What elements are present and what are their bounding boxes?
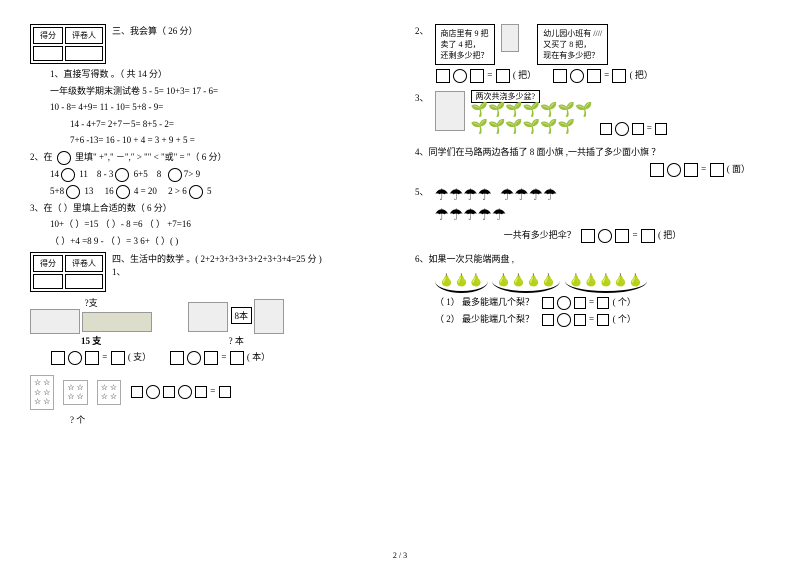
section3-title: 三、我会算（ 26 分） — [112, 24, 198, 37]
books-image — [254, 299, 284, 334]
boy-image — [435, 91, 465, 131]
s3-eq1: 10 - 8= 4+9= 11 - 10= 5+8 - 9= — [50, 101, 385, 115]
q1-figures: ?支 15 支 8本 ? 本 — [30, 296, 385, 347]
plants-row: 🌱🌱🌱🌱🌱🌱🌱 — [471, 102, 593, 119]
s3-comp2: 5+8 13 16 4 = 20 2 > 6 5 — [50, 185, 385, 199]
page-number: 2 / 3 — [393, 551, 407, 560]
left-column: 得分 评卷人 三、我会算（ 26 分） 1、直接写得数 。（ 共 14 分） 一… — [30, 20, 385, 430]
q5-ans: 一共有多少把伞？ = ( 把） — [415, 229, 770, 243]
s3-fill2: （ ）+4 =8 9 - （ ）= 3 6+（ ）( ) — [50, 235, 385, 249]
q1-stars: ☆ ☆☆ ☆☆ ☆ ☆ ☆☆ ☆ ☆ ☆☆ ☆ = — [30, 375, 385, 410]
box-image — [188, 302, 228, 332]
section4-title: 四、生活中的数学 。( 2+2+3+3+3+3+2+3+3+4=25 分 ) — [112, 254, 322, 264]
s4-q1: 1、 — [112, 267, 126, 277]
star-group: ☆ ☆☆ ☆☆ ☆ — [30, 375, 54, 410]
q6: 6、如果一次只能端两盘 , — [415, 253, 770, 267]
q2-card2: 幼儿园小班有 //// 又买了 8 把， 现在有多少把？ — [537, 24, 608, 65]
umbrella-icon — [501, 24, 519, 52]
score-col1: 得分 — [33, 27, 63, 44]
section4-header: 得分 评卷人 四、生活中的数学 。( 2+2+3+3+3+3+2+3+3+4=2… — [30, 252, 385, 292]
score-col2: 评卷人 — [65, 27, 103, 44]
q1-label2: 15 支 — [30, 334, 152, 347]
umbrella-row: ☂☂☂☂☂ — [435, 205, 558, 225]
s3-comp1: 14 11 8 - 3 6+5 8 7> 9 — [50, 168, 385, 182]
circle-icon — [57, 151, 71, 165]
umbrella-row: ☂☂☂☂ ☂☂☂☂ — [435, 185, 558, 205]
q2-card1: 商店里有 9 把 卖了 4 把， 还剩多少把？ — [435, 24, 495, 65]
q2-ans: = ( 把） = ( 把） — [435, 69, 770, 83]
q1-label1: ?支 — [30, 296, 152, 309]
s3-sub1: 1、直接写得数 。（ 共 14 分） — [50, 68, 385, 82]
q4: 4、同学们在马路两边各插了 8 面小旗 ,一共插了多少面小旗 ？ — [415, 146, 770, 160]
s3-sub2: 2、在 里填" +"," －"," > "" < "或" = "（ 6 分） — [30, 151, 385, 165]
s3-testline: 一年级数学期末测试卷 5 - 5= 10+3= 17 - 6= — [50, 85, 385, 99]
q5: 5、 ☂☂☂☂ ☂☂☂☂ ☂☂☂☂☂ — [415, 185, 770, 225]
s3-eq3: 7+6 -13= 16 - 10 + 4 = 3 + 9 + 5 = — [70, 134, 385, 148]
plants-row: 🌱🌱🌱🌱🌱🌱 — [471, 119, 593, 136]
q4-ans: = ( 面） — [415, 163, 770, 177]
q6-1: （ 1） 最多能端几个梨？ = ( 个） — [435, 296, 770, 310]
s3-fill1: 10+（ ）=15 （ ）- 8 =6 （ ） +7=16 — [50, 218, 385, 232]
q1-label4: ? 本 — [188, 334, 284, 347]
s3-sub3: 3、在（ ）里填上合适的数（ 6 分） — [30, 202, 385, 216]
score-box: 得分 评卷人 — [30, 24, 106, 64]
q3: 3、 两次共浇多少盆? 🌱🌱🌱🌱🌱🌱🌱 🌱🌱🌱🌱🌱🌱 = — [415, 91, 770, 136]
sticks-image — [82, 312, 152, 332]
score-box-2: 得分 评卷人 — [30, 252, 106, 292]
pear-plate: 🍐🍐🍐 — [435, 269, 488, 293]
star-group: ☆ ☆☆ ☆ — [97, 380, 121, 405]
section3-header: 得分 评卷人 三、我会算（ 26 分） — [30, 24, 385, 64]
q2: 2、 商店里有 9 把 卖了 4 把， 还剩多少把？ 幼儿园小班有 //// 又… — [415, 24, 770, 65]
s3-eq2: 14 - 4+7= 2+7－5= 8+5 - 2= — [70, 118, 385, 132]
star-group: ☆ ☆☆ ☆ — [63, 380, 87, 405]
umbrellas-icon: //// — [593, 29, 602, 38]
q1-ans1: = ( 支） = ( 本） — [50, 351, 385, 365]
q1-star-q: ? 个 — [70, 414, 385, 428]
pear-plate: 🍐🍐🍐🍐 — [492, 269, 560, 293]
right-column: 2、 商店里有 9 把 卖了 4 把， 还剩多少把？ 幼儿园小班有 //// 又… — [415, 20, 770, 430]
pear-plate: 🍐🍐🍐🍐🍐 — [565, 269, 648, 293]
q6-pears: 🍐🍐🍐 🍐🍐🍐🍐 🍐🍐🍐🍐🍐 — [435, 269, 770, 293]
q1-label3: 8本 — [231, 307, 253, 324]
eraser-image — [30, 309, 80, 334]
q6-2: （ 2） 最少能端几个梨？ = ( 个） — [435, 313, 770, 327]
